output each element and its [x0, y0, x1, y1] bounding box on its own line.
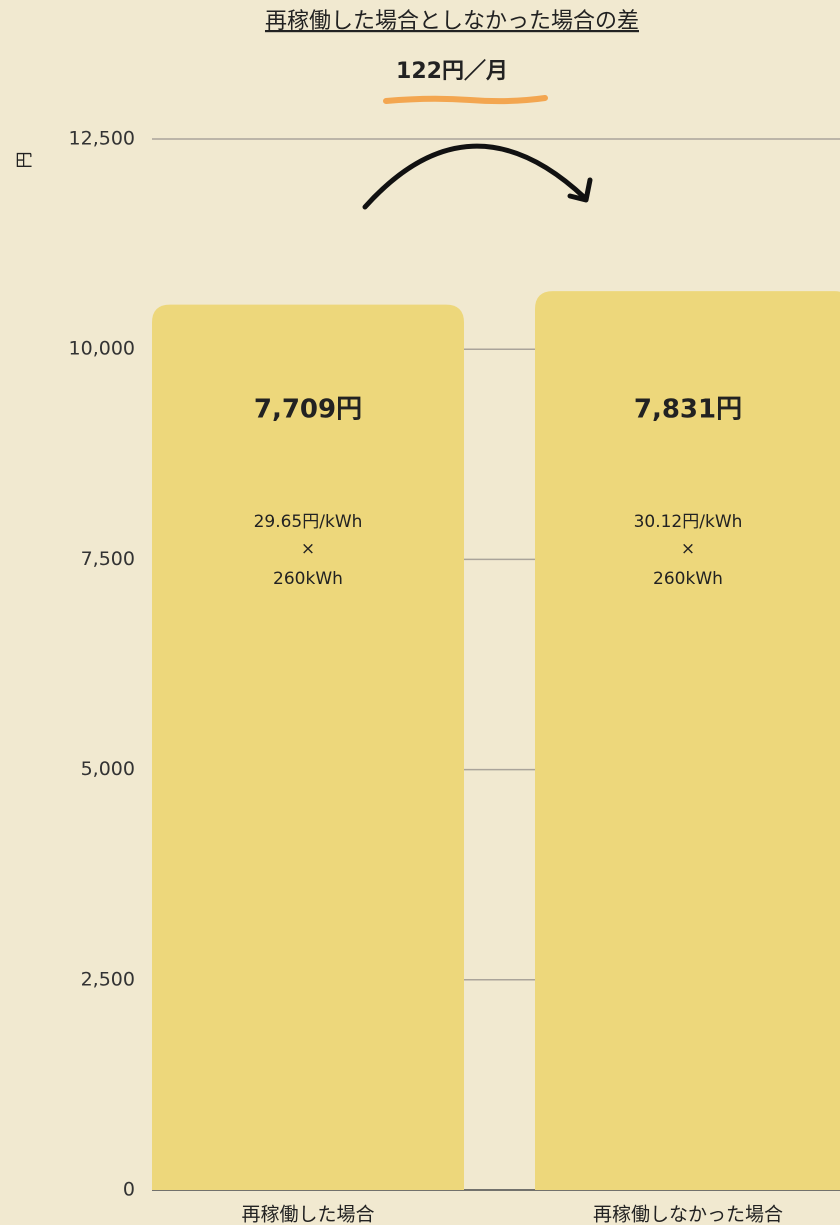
chart-title: 再稼働した場合としなかった場合の差 [265, 9, 639, 34]
bar [535, 291, 840, 1190]
arrow [362, 143, 588, 210]
bar-note: 30.12円/kWh [634, 512, 743, 532]
y-tick-label: 0 [123, 1179, 135, 1201]
highlight-stroke [383, 95, 548, 105]
bar [152, 304, 464, 1191]
y-tick-label: 12,500 [69, 128, 135, 150]
y-tick-label: 7,500 [81, 548, 135, 570]
y-tick-label: 5,000 [81, 758, 135, 780]
y-tick-label: 2,500 [81, 968, 135, 990]
bar-note: 260kWh [653, 569, 723, 589]
bar-note: 260kWh [273, 569, 343, 589]
bar-amount: 7,709円 [254, 395, 362, 425]
chart-subtitle: 122円／月 [396, 59, 508, 84]
bar-note: 29.65円/kWh [254, 512, 363, 532]
bar-amount: 7,831円 [634, 395, 742, 425]
bar-note: × [301, 539, 315, 559]
y-axis-label: 円 [15, 152, 35, 169]
x-tick-label: 再稼働した場合 [241, 1204, 374, 1225]
arrow-head [567, 177, 593, 203]
y-tick-label: 10,000 [69, 338, 135, 360]
bar-note: × [681, 539, 695, 559]
x-tick-label: 再稼働しなかった場合 [593, 1204, 783, 1225]
